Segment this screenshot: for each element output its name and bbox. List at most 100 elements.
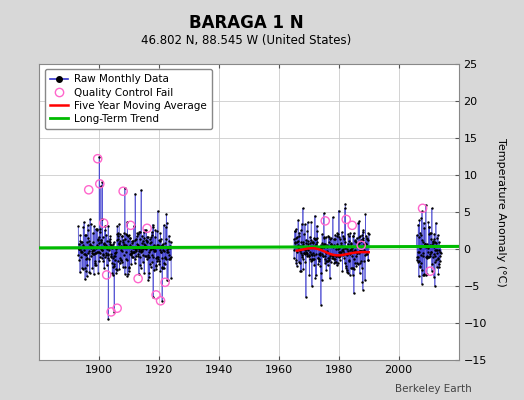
Point bbox=[341, 239, 350, 245]
Point bbox=[128, 254, 136, 260]
Point bbox=[100, 265, 108, 272]
Point bbox=[320, 234, 329, 240]
Point bbox=[347, 244, 356, 251]
Point bbox=[151, 227, 160, 234]
Point bbox=[319, 253, 327, 260]
Point bbox=[142, 227, 150, 234]
Point bbox=[315, 250, 324, 256]
Point bbox=[427, 236, 435, 242]
Point bbox=[421, 240, 429, 247]
Point bbox=[354, 219, 363, 226]
Point bbox=[303, 251, 311, 257]
Point bbox=[96, 238, 105, 245]
Point bbox=[337, 247, 346, 253]
Point bbox=[298, 254, 306, 260]
Point bbox=[80, 265, 89, 272]
Point bbox=[316, 242, 325, 248]
Point bbox=[308, 257, 316, 264]
Point bbox=[94, 248, 102, 255]
Point bbox=[117, 243, 125, 250]
Point bbox=[354, 234, 363, 240]
Point bbox=[167, 253, 175, 260]
Point bbox=[154, 242, 162, 248]
Point bbox=[99, 252, 107, 258]
Point bbox=[105, 247, 114, 253]
Point bbox=[118, 258, 126, 265]
Point bbox=[313, 254, 322, 261]
Point bbox=[94, 237, 103, 244]
Point bbox=[327, 235, 335, 242]
Point bbox=[425, 224, 433, 230]
Point bbox=[110, 261, 118, 267]
Point bbox=[307, 218, 315, 225]
Point bbox=[104, 316, 112, 322]
Point bbox=[424, 231, 433, 238]
Point bbox=[150, 248, 158, 254]
Point bbox=[165, 252, 173, 259]
Point bbox=[435, 239, 443, 246]
Point bbox=[80, 219, 88, 225]
Point bbox=[359, 257, 368, 264]
Point bbox=[326, 258, 335, 265]
Point bbox=[166, 254, 174, 261]
Point bbox=[138, 240, 146, 246]
Point bbox=[156, 298, 165, 304]
Point bbox=[299, 266, 307, 272]
Point bbox=[318, 277, 326, 283]
Point bbox=[311, 275, 320, 281]
Point bbox=[163, 276, 172, 283]
Point bbox=[335, 257, 344, 264]
Point bbox=[122, 256, 130, 262]
Point bbox=[119, 264, 127, 270]
Point bbox=[428, 240, 436, 246]
Point bbox=[355, 250, 363, 257]
Point bbox=[141, 253, 149, 259]
Point bbox=[103, 238, 111, 245]
Point bbox=[78, 244, 86, 250]
Point bbox=[363, 248, 372, 255]
Point bbox=[359, 237, 367, 243]
Point bbox=[331, 259, 339, 265]
Point bbox=[123, 271, 132, 278]
Point bbox=[332, 233, 341, 240]
Point bbox=[291, 234, 300, 241]
Point bbox=[80, 251, 88, 257]
Point bbox=[323, 242, 331, 248]
Point bbox=[333, 262, 341, 268]
Point bbox=[319, 242, 328, 248]
Point bbox=[159, 247, 168, 254]
Point bbox=[129, 248, 137, 255]
Point bbox=[84, 186, 93, 193]
Point bbox=[157, 249, 165, 256]
Point bbox=[156, 238, 164, 244]
Point bbox=[146, 260, 155, 267]
Point bbox=[416, 262, 424, 269]
Point bbox=[317, 245, 325, 251]
Point bbox=[154, 254, 162, 260]
Point bbox=[125, 251, 134, 257]
Point bbox=[74, 252, 83, 258]
Point bbox=[83, 273, 91, 280]
Point bbox=[147, 264, 155, 270]
Point bbox=[310, 235, 318, 241]
Point bbox=[423, 255, 431, 262]
Point bbox=[85, 256, 93, 262]
Point bbox=[165, 256, 173, 263]
Text: Berkeley Earth: Berkeley Earth bbox=[395, 384, 472, 394]
Point bbox=[145, 269, 154, 276]
Point bbox=[128, 240, 136, 246]
Point bbox=[304, 253, 313, 259]
Point bbox=[165, 238, 173, 244]
Point bbox=[436, 250, 445, 256]
Point bbox=[297, 267, 305, 274]
Point bbox=[356, 246, 365, 253]
Point bbox=[145, 274, 153, 280]
Point bbox=[158, 242, 167, 248]
Point bbox=[430, 244, 439, 250]
Point bbox=[113, 223, 122, 229]
Point bbox=[126, 242, 134, 248]
Point bbox=[144, 253, 152, 260]
Point bbox=[302, 236, 310, 243]
Point bbox=[166, 243, 174, 249]
Point bbox=[106, 233, 115, 239]
